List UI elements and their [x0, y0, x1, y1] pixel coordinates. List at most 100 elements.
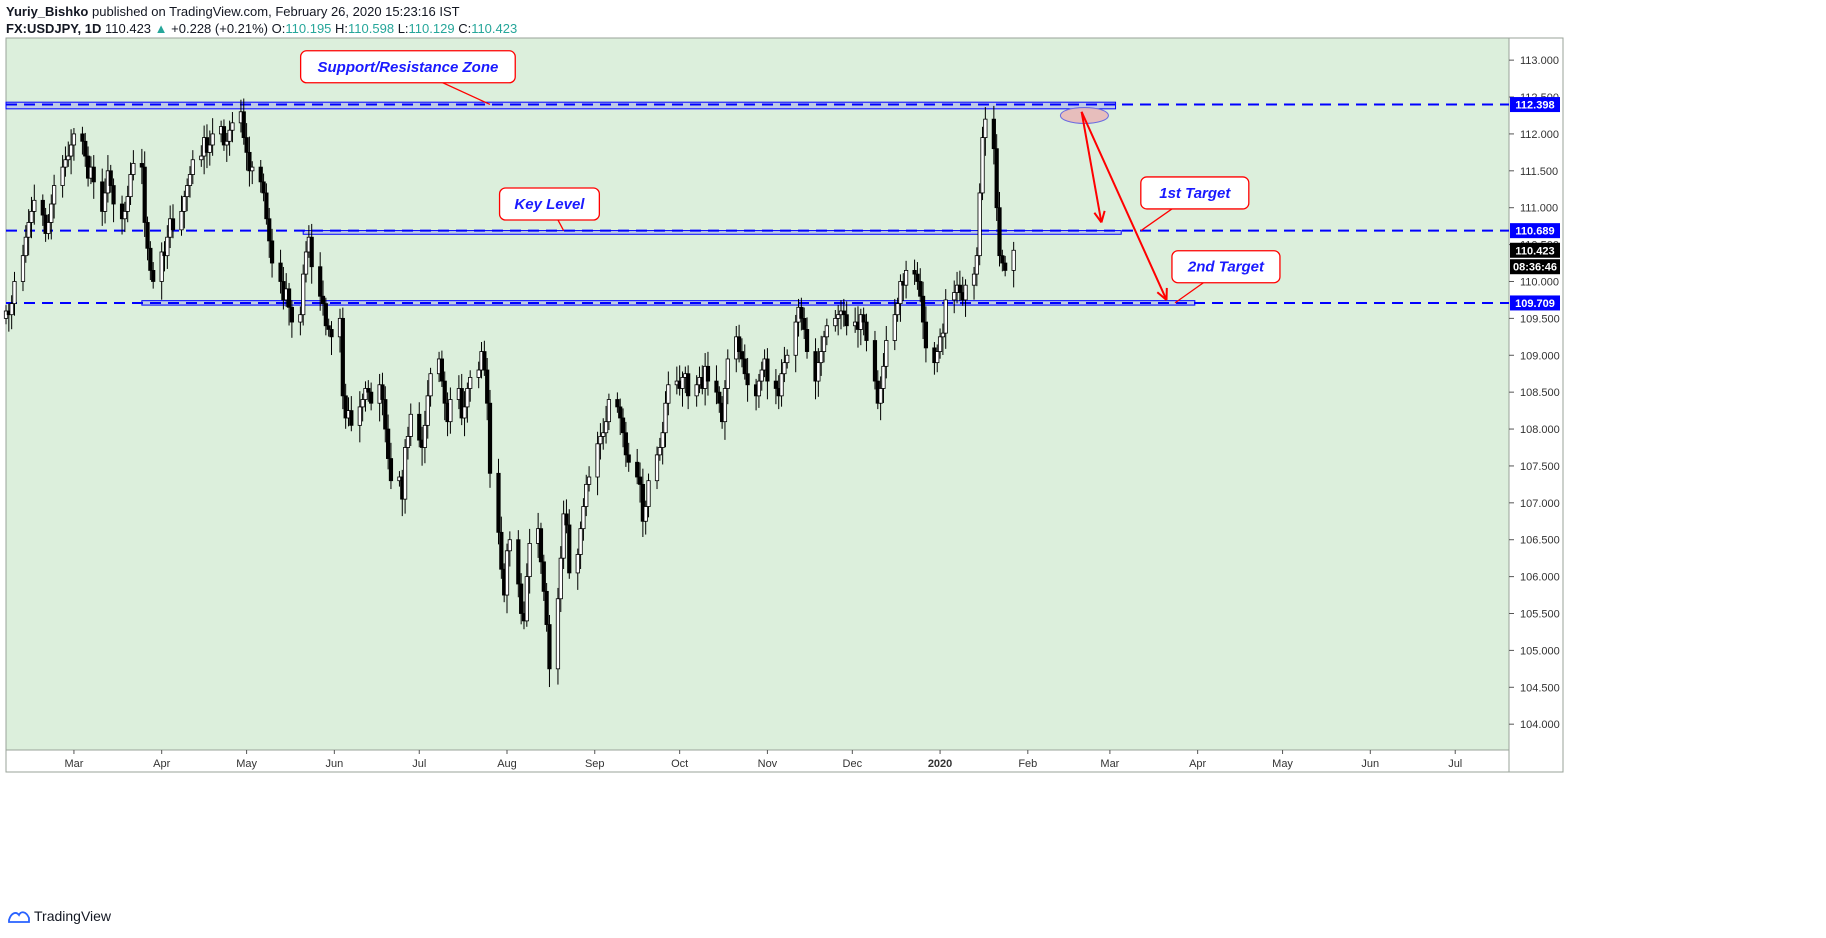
candle	[742, 358, 747, 375]
candle	[439, 358, 444, 382]
candle	[884, 340, 889, 367]
candle	[349, 410, 354, 426]
candle	[369, 391, 374, 404]
candle	[69, 144, 74, 157]
x-tick-label: Jul	[412, 758, 426, 770]
candle	[499, 531, 504, 570]
candle	[841, 310, 846, 316]
x-tick-label: Mar	[64, 758, 83, 770]
x-tick-label: Jun	[325, 758, 343, 770]
footer-brand[interactable]: TradingView	[34, 908, 112, 924]
candle	[210, 133, 215, 146]
candle	[165, 236, 170, 257]
candle	[102, 192, 108, 212]
candle	[821, 336, 827, 352]
y-tick-label: 104.500	[1520, 682, 1560, 694]
candle	[60, 166, 65, 186]
price-label: 112.398	[1515, 100, 1554, 112]
tradingview-logo-icon[interactable]	[8, 909, 30, 923]
candle	[151, 270, 156, 282]
x-tick-label: Apr	[1189, 758, 1206, 770]
x-tick-label: Nov	[758, 758, 778, 770]
candle	[142, 166, 147, 223]
candle	[267, 218, 272, 242]
y-tick-label: 108.000	[1520, 424, 1560, 436]
candle	[892, 314, 897, 341]
candle	[286, 288, 292, 308]
candle	[111, 185, 116, 205]
candle	[40, 199, 45, 216]
candle	[898, 281, 903, 305]
price-label-box	[1510, 242, 1560, 258]
candle	[125, 196, 130, 212]
candle	[586, 476, 592, 485]
candle	[468, 376, 473, 389]
candle	[190, 159, 195, 175]
candle	[417, 413, 422, 441]
callout-label: 1st Target	[1159, 185, 1231, 202]
candle	[250, 166, 255, 172]
candle	[221, 126, 227, 146]
candle	[643, 506, 648, 522]
candle	[657, 447, 662, 456]
candle	[615, 399, 620, 408]
candle	[785, 354, 790, 364]
symbol-legend: FX:USDJPY, 1D 110.423 ▲ +0.228 (+0.21%) …	[6, 21, 517, 36]
candles	[3, 98, 1016, 688]
candle	[943, 299, 948, 334]
candle	[567, 524, 572, 574]
candle	[247, 151, 252, 172]
candle	[756, 380, 762, 397]
candle	[646, 480, 651, 507]
candle	[935, 351, 940, 364]
callout-label: 2nd Target	[1187, 259, 1265, 276]
candle	[366, 388, 371, 393]
candle	[388, 458, 394, 482]
candle	[977, 192, 982, 257]
candle	[507, 539, 512, 552]
candle	[739, 351, 745, 360]
x-tick-label: Feb	[1018, 758, 1037, 770]
candle	[872, 340, 878, 382]
candle	[737, 336, 742, 352]
candle	[207, 144, 212, 153]
publisher-name[interactable]: Yuriy_Bishko	[6, 4, 89, 19]
price-chart[interactable]: 113.000112.500112.000111.500111.000110.5…	[0, 0, 1826, 905]
candle	[269, 240, 275, 264]
x-tick-label: Mar	[1100, 758, 1119, 770]
open-label: O:	[271, 21, 286, 36]
candle	[405, 436, 411, 448]
y-tick-label: 109.500	[1520, 313, 1560, 325]
candle	[793, 321, 798, 356]
close-value: 110.423	[471, 21, 518, 36]
arrow-head	[1100, 210, 1106, 223]
candle	[462, 406, 467, 419]
candle	[980, 137, 985, 194]
candle	[912, 270, 917, 275]
candle	[991, 118, 996, 150]
candle	[680, 376, 685, 389]
footer: TradingView	[8, 908, 111, 924]
callout-box	[498, 187, 601, 221]
change-up-icon: ▲	[154, 21, 168, 36]
x-tick-label: Jun	[1361, 758, 1379, 770]
close-label: C:	[458, 21, 472, 36]
candle	[686, 373, 691, 397]
candle	[128, 174, 133, 198]
candle	[660, 432, 665, 448]
symbol-name[interactable]: FX:USDJPY, 1D	[6, 21, 102, 36]
callout-label: Key Level	[514, 196, 585, 213]
candle	[654, 454, 660, 482]
candle	[139, 163, 144, 168]
candle	[12, 281, 17, 305]
price-label: 110.689	[1515, 226, 1554, 238]
candle	[541, 561, 546, 592]
candle	[258, 166, 263, 183]
candle	[320, 295, 326, 305]
candle	[442, 380, 447, 404]
y-tick-label: 109.000	[1520, 350, 1560, 362]
candle	[816, 362, 821, 382]
y-tick-label: 104.000	[1520, 719, 1560, 731]
candle	[963, 284, 968, 301]
candle	[819, 351, 824, 364]
